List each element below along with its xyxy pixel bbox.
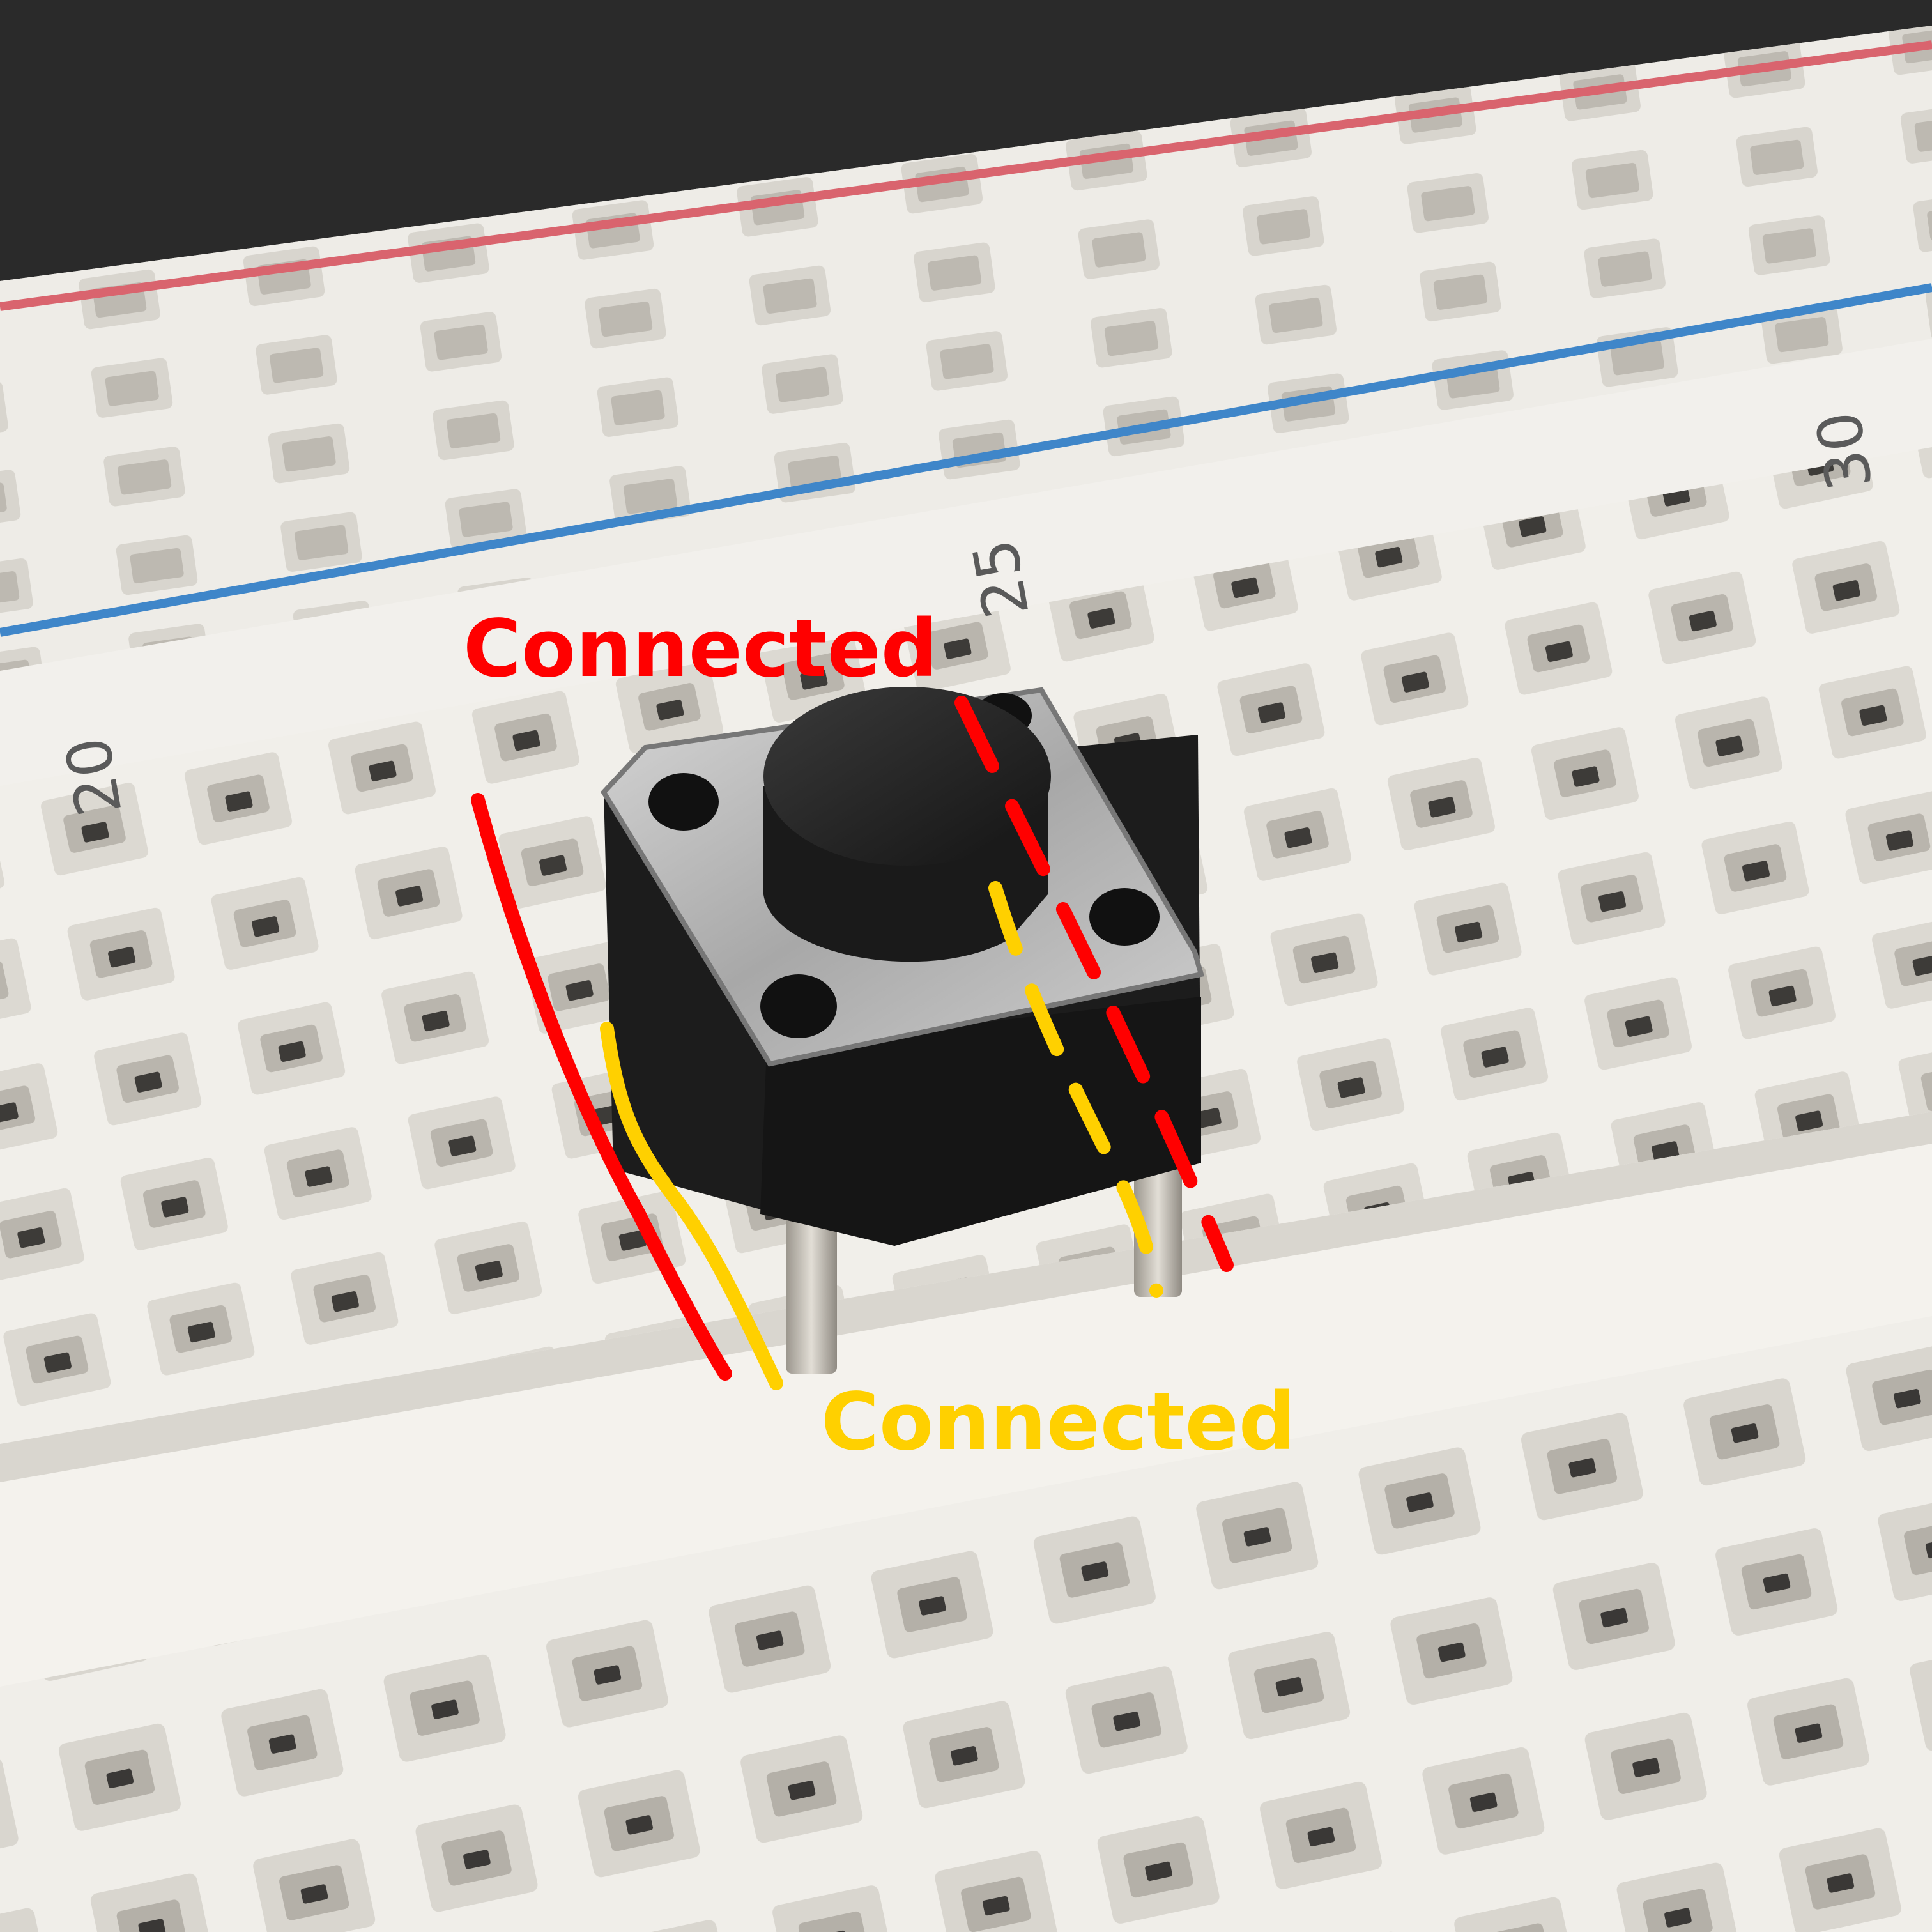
background [0, 0, 1932, 281]
plate-peg-bottom-right [1089, 888, 1160, 946]
row-label-25: 25 [959, 534, 1043, 624]
negative-rail-line [0, 283, 1932, 637]
button-leg-left [786, 1182, 837, 1374]
red-connection-lines [471, 696, 1234, 1381]
terminal-strip-lower [0, 1316, 1932, 1932]
push-button [601, 687, 1205, 1374]
red-line-right [954, 696, 1234, 1272]
button-cap-top [763, 687, 1051, 866]
center-divider-shadow [0, 1112, 1932, 1482]
yellow-line-right [988, 881, 1163, 1298]
positive-rail-line [0, 40, 1932, 311]
connected-label-yellow: Connected [821, 1376, 1296, 1468]
row-label-30: 30 [1802, 406, 1887, 496]
plate-peg-top-left [648, 773, 719, 831]
button-body-side [760, 997, 1201, 1246]
row-label-20: 20 [52, 732, 136, 822]
red-line-left [471, 793, 732, 1381]
yellow-connection-lines [600, 881, 1163, 1390]
plate-peg-bottom-left [760, 974, 837, 1038]
center-divider [0, 1112, 1932, 1699]
connected-label-red: Connected [463, 603, 938, 695]
yellow-line-left [600, 1022, 783, 1390]
